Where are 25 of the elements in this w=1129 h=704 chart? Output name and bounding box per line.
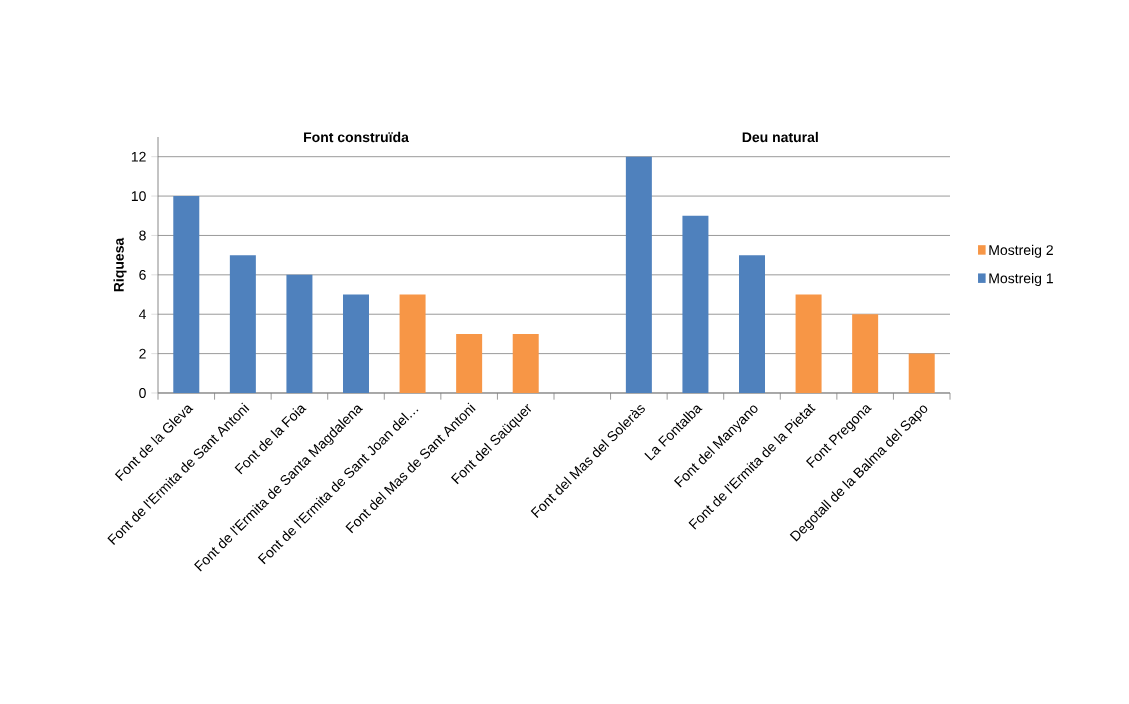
bar [795, 294, 822, 393]
bar [739, 255, 766, 393]
bar [852, 314, 879, 393]
bar [682, 215, 709, 393]
bar [399, 294, 426, 393]
legend-label: Mostreig 2 [989, 244, 1053, 258]
y-tick-label: 4 [138, 309, 146, 320]
bar [173, 196, 200, 393]
bar [512, 333, 539, 393]
bar [286, 274, 313, 393]
y-tick-label: 2 [139, 348, 146, 359]
annotation: Font construïda [304, 131, 409, 143]
y-tick-label: 6 [139, 269, 146, 280]
bar [456, 333, 483, 393]
y-tick-label: 0 [139, 388, 146, 398]
y-axis-title: Riquesa [113, 237, 127, 292]
bar [908, 353, 935, 393]
annotation: Deu natural [742, 131, 818, 143]
bar [625, 156, 652, 393]
legend-label: Mostreig 1 [989, 273, 1053, 287]
bar [229, 255, 256, 393]
bar [343, 294, 369, 393]
y-tick-label: 8 [139, 230, 146, 241]
y-tick-label: 12 [131, 151, 146, 162]
y-tick-label: 10 [131, 191, 146, 202]
